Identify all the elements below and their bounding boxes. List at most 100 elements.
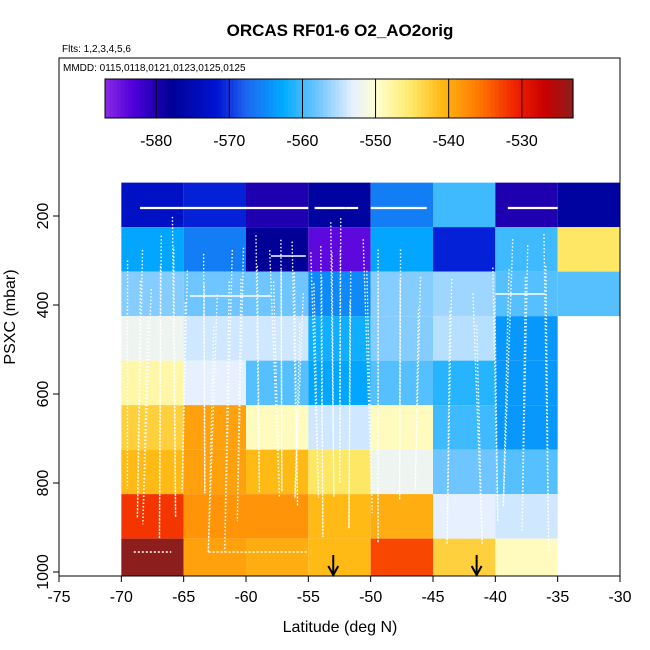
colorbar-swatch [401, 79, 406, 118]
colorbar-swatch [526, 79, 531, 118]
heatmap-cell [557, 182, 620, 228]
heatmap-cell [370, 227, 433, 272]
flight-track-profile [202, 253, 206, 494]
heatmap-cell [121, 360, 184, 406]
colorbar-swatch [124, 79, 129, 118]
colorbar-swatch [420, 79, 426, 118]
y-tick-label: 400 [35, 292, 52, 319]
y-tick-label: 200 [35, 203, 52, 230]
heatmap-cell [308, 538, 371, 576]
flight-track-profile [330, 222, 335, 497]
colorbar-swatch [565, 79, 570, 118]
colorbar-swatch [444, 79, 449, 118]
y-tick-label: 600 [35, 381, 52, 408]
flight-track-profile [543, 233, 550, 552]
colorbar-swatch [264, 79, 270, 118]
heatmap-cell [433, 271, 496, 317]
colorbar-swatch [440, 79, 445, 118]
colorbar: -580 -570 -560 -550 -540 -530 [104, 78, 574, 150]
x-tick-label: -60 [234, 589, 257, 606]
flight-track-profile [414, 276, 422, 490]
y-axis-label: PSXC (mbar) [2, 269, 19, 364]
colorbar-swatch [194, 79, 200, 118]
colorbar-swatch [358, 79, 363, 118]
colorbar-swatch [147, 79, 153, 118]
y-tick-label: 1000 [35, 554, 52, 590]
colorbar-swatch [534, 79, 539, 118]
colorbar-swatch [448, 79, 453, 118]
flight-track-profile [398, 249, 402, 500]
heatmap-cell [183, 316, 246, 361]
heatmap-cell [370, 538, 433, 576]
heatmap-cell [495, 538, 558, 576]
heatmap-cell [557, 227, 620, 272]
x-tick-label: -30 [608, 589, 631, 606]
flight-track-profile [446, 278, 453, 545]
heatmap-cell [183, 449, 246, 495]
colorbar-swatch [272, 79, 278, 118]
colorbar-swatch [159, 79, 165, 118]
colorbar-swatch [346, 79, 352, 118]
heatmap-cell [308, 227, 371, 272]
colorbar-swatch [307, 79, 313, 118]
colorbar-swatch [315, 79, 321, 118]
heatmap-cell [495, 360, 558, 406]
flight-track-profile [236, 247, 245, 522]
colorbar-swatch [136, 79, 141, 118]
heatmap-cell [370, 316, 433, 361]
colorbar-swatch [276, 79, 282, 118]
x-tick-label: -75 [47, 589, 70, 606]
heatmap-cell [370, 449, 433, 495]
heatmap-cell [370, 494, 433, 539]
colorbar-swatch [155, 79, 161, 118]
flight-track-profile [142, 289, 152, 525]
colorbar-swatch [331, 79, 336, 118]
colorbar-swatch [397, 79, 402, 118]
colorbar-swatch [163, 79, 168, 118]
colorbar-swatch [424, 79, 430, 118]
marker-arrow-head [470, 565, 483, 578]
colorbar-swatch [487, 79, 492, 118]
colorbar-swatch [284, 79, 289, 118]
colorbar-swatch [350, 79, 356, 118]
colorbar-swatch [342, 79, 348, 118]
heatmap-cell [433, 405, 496, 450]
colorbar-tick-label: -530 [506, 133, 538, 150]
heatmap-cell [308, 182, 371, 228]
heatmap-cell [433, 449, 496, 495]
colorbar-swatch [335, 79, 340, 118]
colorbar-swatch [292, 79, 297, 118]
colorbar-swatch [374, 79, 379, 118]
heatmap-cell [183, 494, 246, 539]
colorbar-swatch [288, 79, 293, 118]
chart-title: ORCAS RF01-6 O2_AO2orig [227, 21, 454, 40]
flight-track-profile [492, 267, 499, 522]
colorbar-swatch [479, 79, 484, 118]
heatmap-cell [370, 360, 433, 406]
colorbar-swatch [370, 79, 375, 118]
colorbar-swatch [495, 79, 500, 118]
colorbar-swatch [108, 79, 114, 118]
colorbar-swatch [311, 79, 317, 118]
colorbar-swatch [268, 79, 274, 118]
colorbar-swatch [225, 79, 231, 118]
colorbar-swatch [190, 79, 196, 118]
colorbar-swatch [393, 79, 399, 118]
colorbar-swatch [116, 79, 122, 118]
heatmap-cell [121, 316, 184, 361]
colorbar-swatch [463, 79, 469, 118]
flight-track-profile [171, 216, 177, 518]
dates-label: MMDD: 0115,0118,0121,0123,0125,0125 [63, 63, 246, 74]
heatmap-cell [433, 182, 496, 228]
colorbar-swatch [167, 79, 172, 118]
colorbar-swatch [354, 79, 360, 118]
colorbar-swatch [186, 79, 192, 118]
heatmap-cell [246, 271, 309, 317]
flight-track-profile [268, 250, 281, 498]
heatmap-cell [370, 271, 433, 317]
x-axis: -75 -70 -65 -60 -55 -50 -45 -40 -35 -30 [47, 575, 632, 606]
flight-track-profile [320, 246, 324, 537]
x-axis-label: Latitude (deg N) [283, 619, 398, 636]
colorbar-swatch [214, 79, 219, 118]
x-tick-label: -70 [110, 589, 133, 606]
